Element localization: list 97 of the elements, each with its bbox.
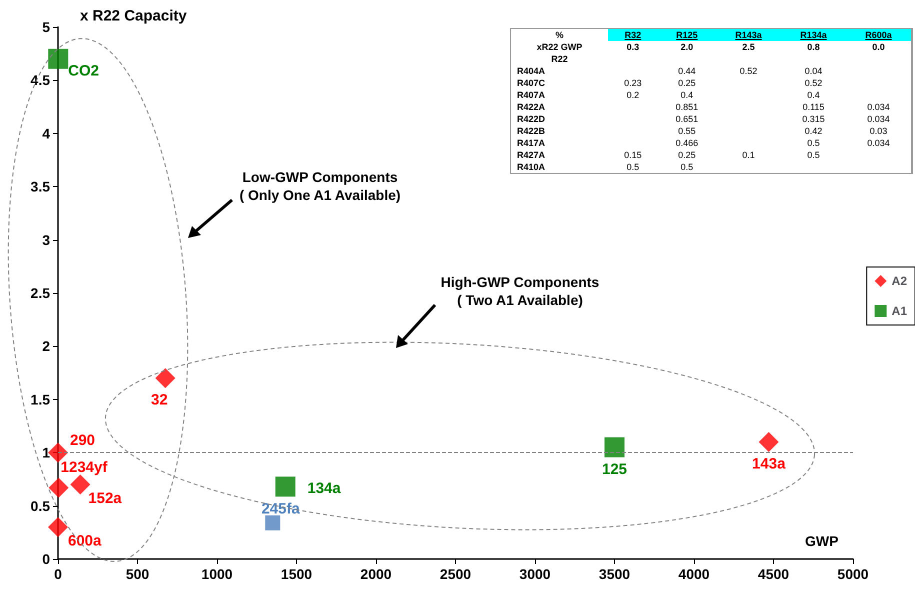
y-tick-label: 3 [42, 232, 50, 248]
category-label: R427A [517, 150, 546, 160]
text: 0.1 [742, 150, 755, 160]
text: 0.44 [678, 66, 696, 76]
text: 0.315 [802, 114, 825, 124]
annotation: 152a [88, 490, 122, 508]
text: 0.4 [680, 90, 694, 100]
legend-label: A1 [892, 304, 908, 318]
point [758, 432, 779, 452]
text: 0.034 [867, 138, 890, 148]
y-tick-label: 2.5 [30, 285, 50, 301]
category-label: R32 [608, 29, 658, 41]
y-tick-label: 2 [42, 338, 50, 354]
text: 0.5 [680, 162, 694, 172]
y-tick-label: 0.5 [30, 498, 50, 514]
category-label: xR22 GWP [536, 42, 582, 52]
y-tick-label: 0 [42, 551, 50, 567]
point [48, 442, 68, 463]
text: 2.5 [742, 42, 755, 52]
y-tick-label: 1.5 [30, 391, 50, 408]
point [275, 476, 296, 497]
text: 2.0 [680, 42, 694, 52]
annotation: 143a [752, 455, 786, 472]
annotation: 134a [307, 480, 342, 498]
text: 0.15 [624, 150, 642, 160]
annotation: 125 [602, 460, 628, 478]
annotation: CO2 [68, 62, 100, 80]
point [155, 368, 176, 388]
text: 0.5 [807, 150, 820, 160]
point [48, 478, 69, 498]
text: 0.03 [870, 126, 888, 136]
annotation: 245fa [261, 500, 300, 518]
x-axis-title: GWP [805, 533, 838, 549]
y-tick-label: 3.5 [30, 178, 50, 195]
category-label: R407A [517, 90, 546, 100]
text: 0.851 [676, 102, 698, 112]
category-label: R404A [517, 66, 546, 76]
text: 0.23 [624, 78, 642, 88]
point [48, 517, 68, 538]
x-tick-label: 3000 [519, 566, 551, 582]
text: 0.115 [802, 102, 824, 112]
annotation: 32 [150, 392, 168, 409]
annotation: High-GWP Components ( Two A1 Available) [440, 274, 600, 308]
y-tick-label: 1 [42, 444, 50, 461]
text: 0.4 [807, 90, 820, 100]
text: 0.25 [678, 150, 696, 160]
text: 0.8 [807, 42, 820, 52]
category-label: R407C [517, 78, 546, 88]
x-tick-label: 3500 [598, 566, 630, 582]
annotation: 290 [70, 432, 96, 450]
annotation: Low-GWP Components ( Only One A1 Available) [239, 169, 401, 203]
legend-label: A2 [892, 274, 908, 288]
category-label: R134a [781, 29, 846, 41]
category-label: R125 [658, 29, 716, 41]
x-tick-label: 2000 [360, 566, 392, 582]
text: % [554, 29, 564, 41]
category-label: R417A [517, 138, 546, 148]
category-label: R22 [551, 54, 568, 64]
point [265, 515, 280, 530]
text: 0.52 [740, 66, 758, 76]
y-axis-title: x R22 Capacity [80, 8, 188, 24]
text: 0.651 [676, 114, 698, 124]
x-tick-label: 4500 [758, 566, 790, 582]
category-label: R410A [517, 162, 546, 172]
text: 0.034 [867, 114, 890, 124]
x-tick-label: 1000 [201, 566, 233, 582]
text: 0.55 [678, 126, 696, 136]
text: 0.034 [867, 102, 890, 112]
text: 0.5 [626, 162, 640, 172]
category-label: R600a [846, 29, 911, 41]
text: 0.3 [626, 42, 640, 52]
text: 0.42 [804, 126, 822, 136]
y-tick-label: 4 [42, 125, 50, 142]
text: 0.466 [676, 138, 698, 148]
category-label: R422A [517, 102, 546, 112]
text: 0.04 [804, 66, 822, 76]
annotation: 600a [68, 532, 102, 550]
annotation: 1234yf [60, 459, 108, 476]
text: 0.52 [804, 78, 822, 88]
point [70, 474, 90, 495]
category-label: R422D [517, 114, 546, 124]
text: 0.0 [872, 42, 885, 52]
x-tick-label: 1500 [280, 566, 312, 582]
point [48, 48, 68, 69]
x-tick-label: 0 [54, 566, 62, 582]
y-tick-label: 5 [42, 19, 50, 35]
category-label: R422B [517, 126, 546, 136]
text: 0.2 [626, 90, 640, 100]
category-label: R143a [716, 29, 782, 41]
y-tick-label: 4.5 [30, 72, 50, 88]
text: 0.25 [678, 78, 696, 88]
x-tick-label: 5000 [837, 566, 869, 582]
x-tick-label: 500 [126, 566, 150, 582]
x-tick-label: 4000 [678, 566, 710, 582]
text: 0.5 [807, 138, 820, 148]
point [604, 437, 624, 458]
x-tick-label: 2500 [440, 566, 472, 582]
